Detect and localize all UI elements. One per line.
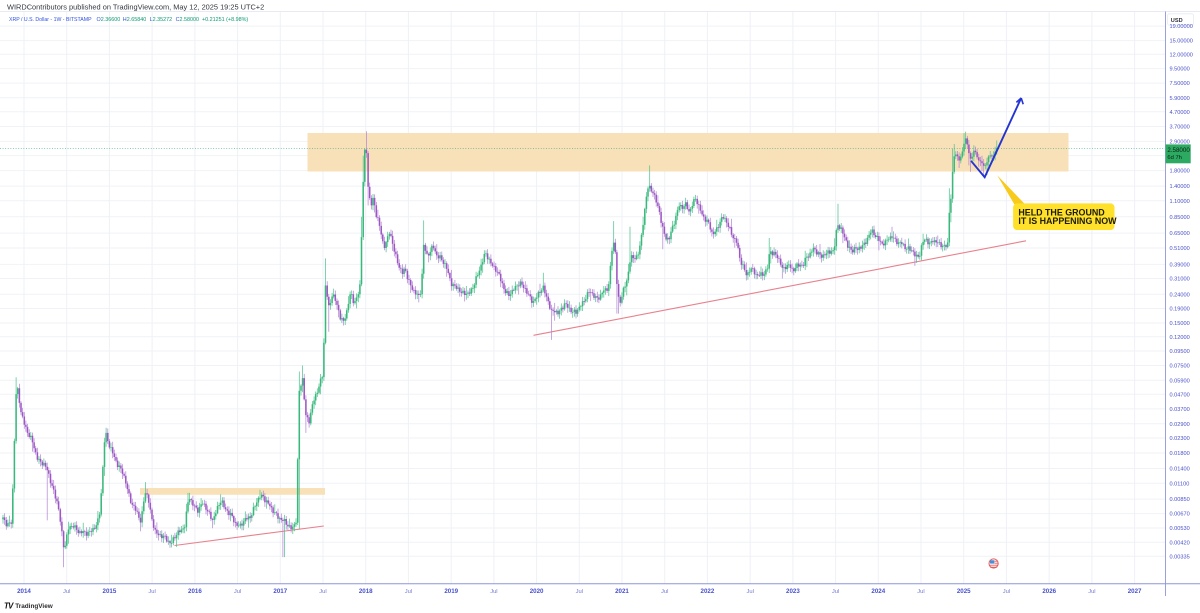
svg-text:O2.36600: O2.36600 <box>97 17 121 23</box>
svg-text:WIRDContributors published on: WIRDContributors published on TradingVie… <box>7 2 264 11</box>
svg-text:2025: 2025 <box>957 588 971 595</box>
svg-text:0.51000: 0.51000 <box>1170 246 1190 252</box>
svg-text:C2.58000: C2.58000 <box>176 17 199 23</box>
svg-text:0.00530: 0.00530 <box>1170 526 1190 532</box>
svg-text:0.12000: 0.12000 <box>1170 335 1190 341</box>
svg-text:2015: 2015 <box>103 588 117 595</box>
svg-text:2027: 2027 <box>1128 588 1142 595</box>
svg-text:2016: 2016 <box>188 588 202 595</box>
svg-text:TV: TV <box>4 601 14 610</box>
svg-text:Jul: Jul <box>234 589 241 595</box>
svg-text:0.01100: 0.01100 <box>1170 481 1190 487</box>
svg-text:0.05900: 0.05900 <box>1170 378 1190 384</box>
svg-text:1.40000: 1.40000 <box>1170 184 1190 190</box>
svg-text:+0.21251 (+8.98%): +0.21251 (+8.98%) <box>202 17 248 23</box>
svg-text:0.01400: 0.01400 <box>1170 467 1190 473</box>
svg-text:4.70000: 4.70000 <box>1170 110 1190 116</box>
svg-text:USD: USD <box>1171 18 1183 24</box>
svg-text:0.00420: 0.00420 <box>1170 540 1190 546</box>
svg-text:0.19000: 0.19000 <box>1170 307 1190 313</box>
svg-text:0.24000: 0.24000 <box>1170 292 1190 298</box>
svg-text:Jul: Jul <box>832 589 839 595</box>
svg-text:Jul: Jul <box>490 589 497 595</box>
svg-text:0.03700: 0.03700 <box>1170 407 1190 413</box>
svg-text:2.58000: 2.58000 <box>1167 147 1190 154</box>
svg-text:0.39000: 0.39000 <box>1170 263 1190 269</box>
svg-text:2021: 2021 <box>615 588 629 595</box>
svg-text:HELD THE GROUND: HELD THE GROUND <box>1018 208 1105 218</box>
svg-text:Jul: Jul <box>1003 589 1010 595</box>
svg-text:Jul: Jul <box>405 589 412 595</box>
svg-text:2026: 2026 <box>1042 588 1056 595</box>
svg-text:1.80000: 1.80000 <box>1170 169 1190 175</box>
svg-text:0.65000: 0.65000 <box>1170 231 1190 237</box>
svg-text:Jul: Jul <box>319 589 326 595</box>
svg-text:TradingView: TradingView <box>15 603 53 610</box>
svg-text:2018: 2018 <box>359 588 373 595</box>
svg-text:0.04700: 0.04700 <box>1170 392 1190 398</box>
svg-text:Jul: Jul <box>661 589 668 595</box>
svg-text:6d 7h: 6d 7h <box>1167 155 1182 161</box>
svg-text:0.15000: 0.15000 <box>1170 321 1190 327</box>
svg-text:0.02300: 0.02300 <box>1170 436 1190 442</box>
svg-text:19.00000: 19.00000 <box>1170 24 1193 30</box>
svg-text:2019: 2019 <box>444 588 458 595</box>
svg-text:Jul: Jul <box>148 589 155 595</box>
svg-text:9.50000: 9.50000 <box>1170 67 1190 73</box>
svg-text:15.00000: 15.00000 <box>1170 39 1193 45</box>
svg-text:XRP / U.S. Dollar - 1W - BITST: XRP / U.S. Dollar - 1W - BITSTAMP <box>9 17 92 23</box>
svg-text:0.07500: 0.07500 <box>1170 364 1190 370</box>
svg-text:2022: 2022 <box>701 588 715 595</box>
svg-text:0.00850: 0.00850 <box>1170 497 1190 503</box>
svg-text:2023: 2023 <box>786 588 800 595</box>
svg-text:Jul: Jul <box>1088 589 1095 595</box>
svg-text:Jul: Jul <box>63 589 70 595</box>
svg-text:IT IS HAPPENING NOW: IT IS HAPPENING NOW <box>1018 216 1117 226</box>
svg-text:0.09500: 0.09500 <box>1170 349 1190 355</box>
svg-text:0.85000: 0.85000 <box>1170 215 1190 221</box>
svg-text:0.31000: 0.31000 <box>1170 277 1190 283</box>
svg-text:1.10000: 1.10000 <box>1170 199 1190 205</box>
svg-text:0.02900: 0.02900 <box>1170 422 1190 428</box>
svg-text:2020: 2020 <box>530 588 544 595</box>
svg-text:2024: 2024 <box>871 588 885 595</box>
svg-text:0.00670: 0.00670 <box>1170 512 1190 518</box>
svg-text:Jul: Jul <box>746 589 753 595</box>
svg-text:0.00335: 0.00335 <box>1170 554 1190 560</box>
svg-text:2017: 2017 <box>273 588 287 595</box>
svg-text:12.00000: 12.00000 <box>1170 52 1193 58</box>
svg-text:Jul: Jul <box>917 589 924 595</box>
svg-text:2.90000: 2.90000 <box>1170 140 1190 146</box>
svg-text:2014: 2014 <box>17 588 31 595</box>
svg-text:H2.65840: H2.65840 <box>123 17 146 23</box>
svg-text:5.90000: 5.90000 <box>1170 96 1190 102</box>
svg-text:3.70000: 3.70000 <box>1170 125 1190 131</box>
svg-text:0.01800: 0.01800 <box>1170 451 1190 457</box>
svg-text:Jul: Jul <box>576 589 583 595</box>
svg-text:7.50000: 7.50000 <box>1170 81 1190 87</box>
svg-text:L2.35272: L2.35272 <box>150 17 173 23</box>
